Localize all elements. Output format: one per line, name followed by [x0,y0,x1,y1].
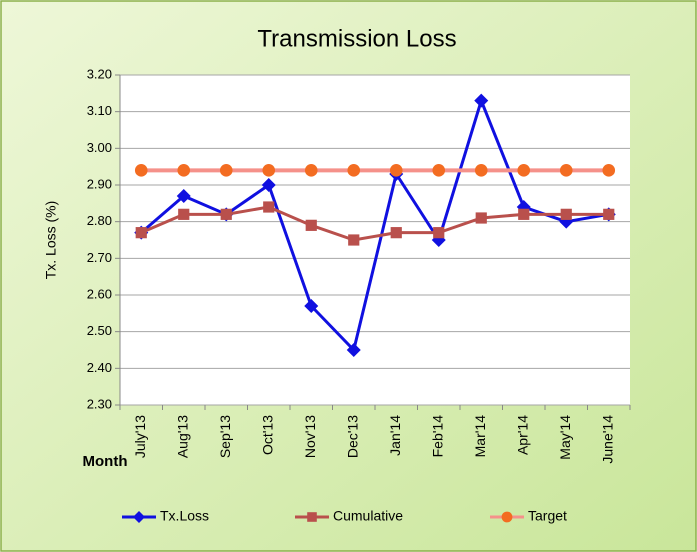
x-tick-label: Apr'14 [514,415,530,455]
y-tick-label: 2.40 [87,360,112,375]
marker [389,164,403,177]
marker [560,208,572,220]
x-tick-label: Aug'13 [174,415,190,458]
y-tick-label: 2.50 [87,323,112,338]
x-tick-label: June'14 [599,415,615,464]
marker [219,164,233,177]
marker [432,164,446,177]
marker [263,201,275,213]
y-tick-label: 3.20 [87,66,112,81]
y-tick-label: 2.80 [87,213,112,228]
marker [517,164,531,177]
x-axis-label: Month [83,453,128,470]
series-line [140,205,609,242]
marker [304,164,318,177]
marker [304,299,319,313]
marker [220,208,232,220]
marker [474,164,488,177]
chart-title: Transmission Loss [257,25,456,52]
marker [134,164,148,177]
marker [501,511,513,523]
marker [348,234,360,246]
marker [177,164,191,177]
marker [602,164,616,177]
marker [474,93,489,108]
x-tick-label: Dec'13 [344,415,360,458]
legend-label: Tx.Loss [160,508,209,524]
x-tick-label: May'14 [557,415,573,460]
x-tick-label: Feb'14 [429,415,445,458]
x-tick-label: Sep'13 [217,415,233,458]
y-tick-label: 2.30 [87,396,112,411]
legend-label: Cumulative [333,508,403,524]
marker [347,164,361,177]
x-tick-label: Nov'13 [302,415,318,458]
y-tick-label: 2.60 [87,286,112,301]
y-tick-label: 3.00 [87,140,112,155]
y-tick-label: 2.70 [87,250,112,265]
x-tick-label: Jan'14 [387,415,403,456]
marker [603,208,615,220]
y-tick-label: 2.90 [87,176,112,191]
y-axis-label: Tx. Loss (%) [43,201,59,280]
marker [178,208,190,220]
x-tick-label: Oct'13 [259,415,275,455]
marker [135,227,147,239]
marker [133,511,145,523]
marker [261,178,276,192]
marker [305,219,317,231]
marker [307,512,317,522]
plot-area [120,75,630,405]
marker [518,208,530,220]
marker [262,164,276,177]
x-tick-label: July'13 [132,415,148,458]
marker [475,212,487,224]
x-tick-label: Mar'14 [472,415,488,458]
marker [433,227,445,239]
series-line [140,96,610,354]
marker [559,164,573,177]
legend-label: Target [528,508,567,524]
marker [390,227,402,239]
y-tick-label: 3.10 [87,103,112,118]
marker [176,189,191,203]
marker [346,343,361,357]
